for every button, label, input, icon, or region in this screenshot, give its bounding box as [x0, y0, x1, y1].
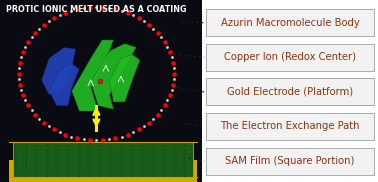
Bar	[13, 142, 193, 177]
Bar	[9, 160, 197, 182]
Text: SAM Film (Square Portion): SAM Film (Square Portion)	[225, 156, 355, 166]
Text: Copper Ion (Redox Center): Copper Ion (Redox Center)	[224, 52, 356, 62]
FancyBboxPatch shape	[206, 148, 374, 175]
Text: Gold Electrode (Platform): Gold Electrode (Platform)	[227, 87, 353, 97]
Text: PROTIC IONIC MELT USED AS A COATING: PROTIC IONIC MELT USED AS A COATING	[6, 5, 186, 13]
Polygon shape	[49, 64, 79, 106]
Polygon shape	[91, 44, 136, 109]
Text: Azurin Macromolecule Body: Azurin Macromolecule Body	[221, 18, 359, 28]
FancyBboxPatch shape	[206, 44, 374, 71]
Polygon shape	[110, 55, 140, 102]
FancyBboxPatch shape	[206, 9, 374, 36]
FancyBboxPatch shape	[206, 78, 374, 105]
Bar	[0, 0, 202, 182]
Polygon shape	[72, 40, 113, 111]
FancyBboxPatch shape	[206, 113, 374, 140]
Polygon shape	[42, 47, 76, 95]
Bar	[202, 0, 378, 182]
Text: The Electron Exchange Path: The Electron Exchange Path	[220, 122, 360, 131]
